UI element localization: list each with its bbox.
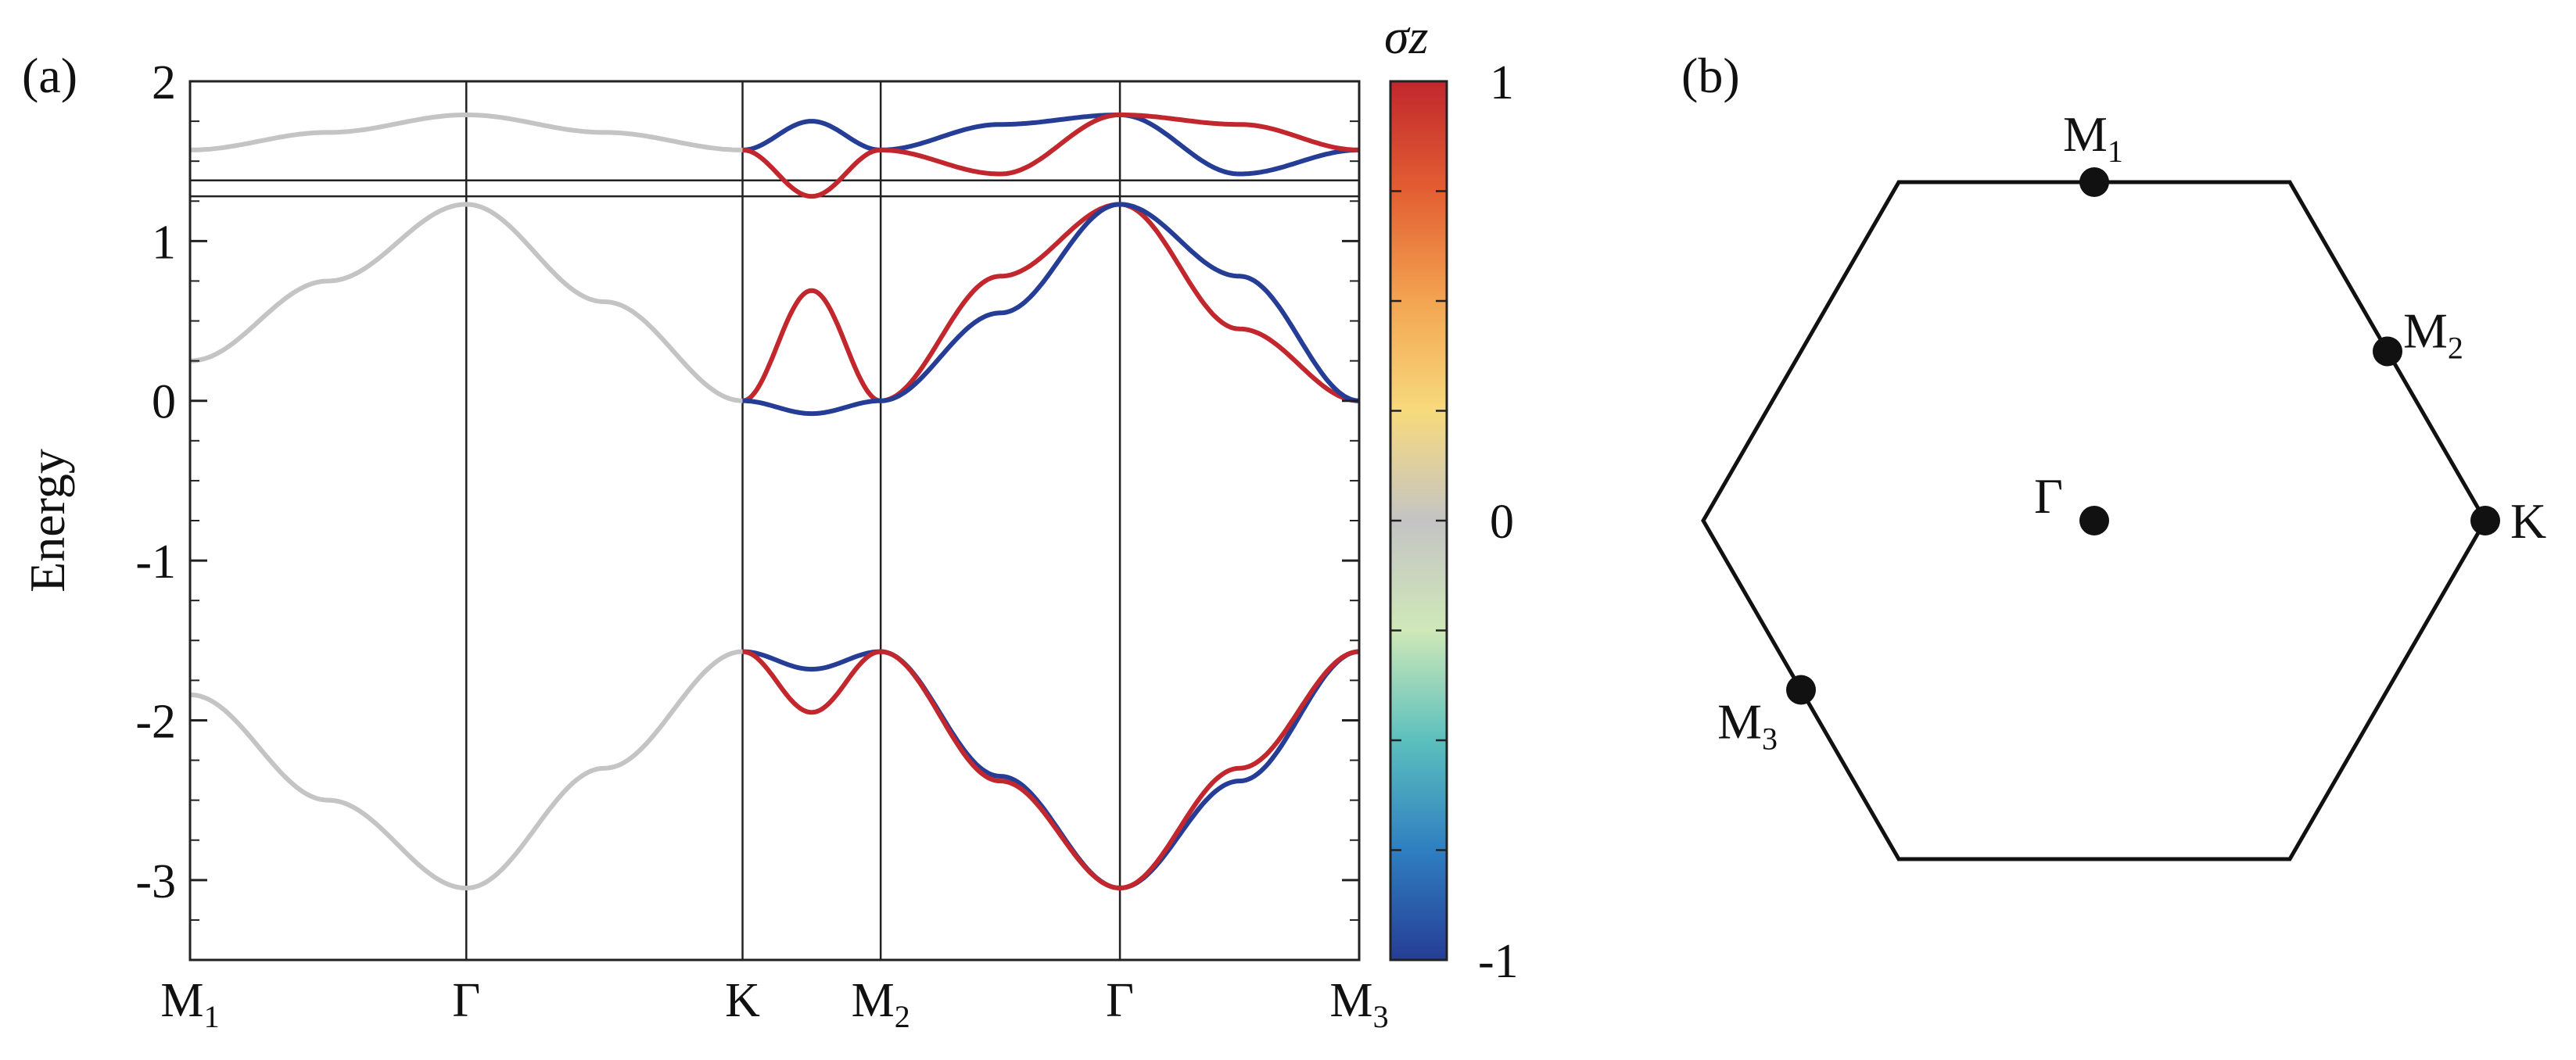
symmetry-point-dot bbox=[2079, 167, 2109, 197]
y-tick-label: 2 bbox=[152, 56, 176, 109]
horizontal-reference-lines bbox=[190, 179, 1359, 198]
x-tick-sub: 2 bbox=[895, 999, 910, 1034]
x-tick-label: M2 bbox=[852, 974, 910, 1034]
symmetry-point-label: K bbox=[2510, 493, 2546, 549]
x-tick-base: Γ bbox=[452, 974, 480, 1027]
x-tick-label: Γ bbox=[452, 974, 480, 1027]
symmetry-point-sub: 2 bbox=[2448, 331, 2463, 366]
x-tick-label: M1 bbox=[160, 974, 219, 1034]
y-tick-label: -1 bbox=[135, 535, 176, 589]
symmetry-point-dot bbox=[2079, 506, 2109, 535]
colorbar-title: σz bbox=[1384, 9, 1429, 64]
x-tick-label: K bbox=[725, 974, 760, 1027]
panel-label-b: (b) bbox=[1681, 48, 1740, 103]
series-gray-lower bbox=[190, 649, 743, 890]
x-tick-base: K bbox=[725, 974, 760, 1027]
symmetry-point-label: M3 bbox=[1717, 694, 1778, 757]
colorbar: σz 1 0 -1 bbox=[1384, 9, 1519, 988]
x-tick-label: M3 bbox=[1329, 974, 1388, 1034]
symmetry-point-dot bbox=[1786, 675, 1816, 705]
y-tick-label: 0 bbox=[152, 376, 176, 429]
band-series bbox=[190, 112, 1359, 890]
x-tick-base: Γ bbox=[1106, 974, 1134, 1027]
symmetry-point-sub: 1 bbox=[2108, 134, 2123, 169]
y-tick-label: -3 bbox=[135, 855, 176, 908]
x-tick-base: M bbox=[1329, 974, 1372, 1027]
hexagon-boundary bbox=[1701, 180, 2488, 861]
symmetry-point-base: M bbox=[2063, 106, 2108, 162]
x-tick-sub: 3 bbox=[1373, 999, 1389, 1034]
colorbar-tick-label-mid: 0 bbox=[1490, 496, 1514, 549]
band-structure-plot: (a) Energy 210-1-2-3 M1 Γ K M2 Γ M3 bbox=[20, 48, 1389, 1034]
y-tick-label: -2 bbox=[135, 695, 176, 748]
series-blue-lower bbox=[741, 649, 1359, 890]
series-blue-middle bbox=[741, 202, 1359, 417]
x-tick-label: Γ bbox=[1106, 974, 1134, 1027]
x-tick-sub: 1 bbox=[204, 999, 220, 1034]
series-blue-upper bbox=[741, 112, 1359, 177]
high-symmetry-lines bbox=[465, 81, 1121, 960]
symmetry-point-label: M2 bbox=[2403, 303, 2463, 366]
colorbar-title-text: σz bbox=[1384, 9, 1429, 64]
symmetry-point-label: M1 bbox=[2063, 106, 2123, 169]
colorbar-tick-label-bottom: -1 bbox=[1478, 935, 1519, 988]
x-tick-base: M bbox=[160, 974, 203, 1027]
symmetry-point-dot bbox=[2470, 506, 2500, 535]
symmetry-point-base: M bbox=[1717, 694, 1762, 750]
symmetry-point-base: K bbox=[2510, 493, 2546, 549]
series-red-upper bbox=[741, 112, 1359, 199]
y-axis-title: Energy bbox=[20, 449, 75, 593]
colorbar-tick-label-top: 1 bbox=[1490, 56, 1514, 109]
x-ticks: M1 Γ K M2 Γ M3 bbox=[160, 974, 1388, 1034]
y-ticks: 2 1 0 -1 -2 -3 bbox=[135, 56, 1359, 961]
series-red-lower bbox=[741, 649, 1359, 890]
series-gray-upper bbox=[190, 112, 743, 152]
series-gray-middle bbox=[190, 202, 743, 403]
symmetry-point-label: Γ bbox=[2034, 468, 2063, 524]
symmetry-point-dot bbox=[2373, 336, 2402, 367]
y-tick-label: 1 bbox=[152, 216, 176, 269]
x-tick-base: M bbox=[852, 974, 895, 1027]
series-red-middle bbox=[741, 202, 1359, 403]
symmetry-point-sub: 3 bbox=[1762, 722, 1778, 757]
panel-label-a: (a) bbox=[22, 48, 77, 103]
symmetry-point-base: Γ bbox=[2034, 468, 2063, 524]
symmetry-point-base: M bbox=[2403, 303, 2448, 359]
colorbar-ticks bbox=[1390, 80, 1447, 962]
